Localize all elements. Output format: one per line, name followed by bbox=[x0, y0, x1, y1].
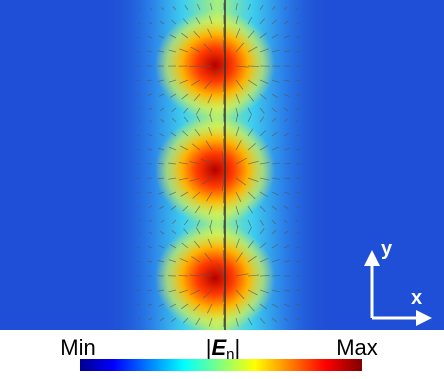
field-arrow bbox=[137, 80, 140, 81]
field-arrow bbox=[260, 275, 270, 276]
quantity-close: | bbox=[235, 335, 241, 360]
min-label: Min bbox=[60, 335, 95, 360]
hot-spot bbox=[155, 223, 275, 333]
quantity-label: |En| bbox=[206, 335, 240, 363]
quantity-symbol: E bbox=[211, 335, 227, 360]
field-arrow bbox=[223, 192, 224, 203]
field-arrow bbox=[147, 178, 152, 179]
field-arrow bbox=[179, 275, 188, 276]
hot-spot bbox=[155, 10, 275, 120]
colorbar bbox=[80, 359, 362, 371]
y-label: y bbox=[381, 238, 393, 260]
max-label: Max bbox=[336, 335, 378, 360]
field-arrow bbox=[296, 178, 301, 179]
x-label: x bbox=[411, 287, 422, 309]
